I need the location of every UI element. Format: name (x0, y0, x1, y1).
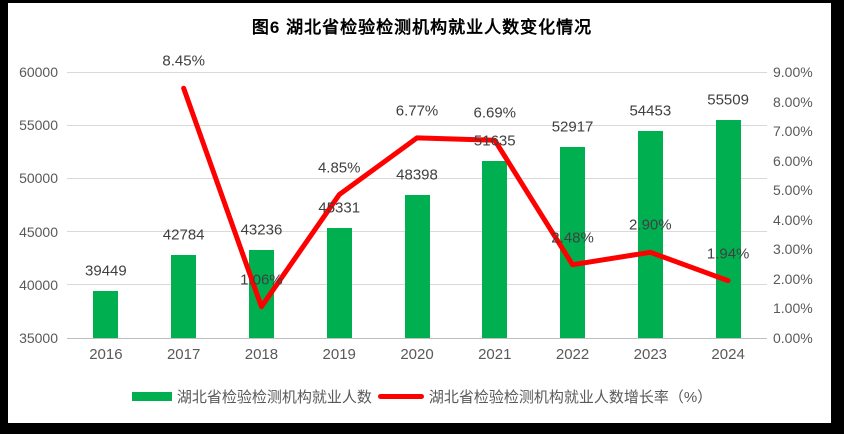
secondary-axis-tick-label: 7.00% (773, 123, 813, 140)
bar-2016 (93, 290, 119, 338)
bar-value-label: 55509 (707, 91, 749, 109)
x-axis-label: 2020 (400, 346, 434, 363)
legend-label-employees: 湖北省检验检测机构就业人数 (176, 389, 372, 406)
bar-2019 (326, 228, 352, 338)
secondary-axis-tick-label: 1.00% (773, 300, 813, 317)
gridline (67, 337, 767, 339)
bar-2024 (715, 119, 741, 338)
x-axis-label: 2018 (244, 346, 279, 363)
secondary-axis-tick-label: 0.00% (773, 330, 813, 346)
x-axis-label: 2017 (166, 346, 201, 363)
bar-value-label: 39449 (85, 262, 127, 280)
bar-value-label: 42784 (162, 226, 205, 244)
x-axis-label: 2019 (322, 346, 356, 363)
secondary-axis-tick-label: 4.00% (773, 211, 813, 228)
y-axis-tick-label: 40000 (19, 276, 58, 293)
growth-rate-label: 8.45% (162, 52, 205, 70)
secondary-axis-tick-label: 9.00% (773, 64, 813, 80)
y-axis-tick-label: 35000 (19, 330, 58, 346)
bar-value-label: 51635 (473, 132, 516, 150)
y-axis-tick-label: 50000 (19, 170, 58, 187)
bar-value-label: 45331 (318, 199, 361, 217)
x-axis-label: 2021 (478, 346, 512, 363)
secondary-axis-tick-label: 3.00% (773, 241, 813, 258)
x-axis-label: 2024 (711, 346, 745, 363)
legend-item-growth-rate: 湖北省检验检测机构就业人数增长率（%） (377, 386, 713, 407)
growth-rate-label: 6.69% (473, 104, 517, 122)
y-axis-tick-label: 45000 (19, 223, 58, 240)
bar-2020 (404, 195, 430, 338)
bar-series-swatch (131, 392, 172, 401)
chart-title: 图6 湖北省检验检测机构就业人数变化情况 (251, 18, 593, 37)
x-axis-label: 2022 (555, 346, 590, 363)
y-axis-tick-label: 55000 (19, 117, 58, 134)
growth-rate-label: 1.94% (706, 245, 750, 263)
growth-rate-label: 4.85% (317, 159, 361, 177)
line-series-swatch (377, 394, 424, 399)
gridline (67, 71, 767, 73)
x-axis-label: 2016 (89, 346, 123, 363)
secondary-axis-tick-label: 6.00% (773, 152, 813, 169)
growth-rate-polyline (181, 85, 731, 310)
legend: 湖北省检验检测机构就业人数 湖北省检验检测机构就业人数增长率（%） (0, 386, 844, 407)
legend-label-growth-rate: 湖北省检验检测机构就业人数增长率（%） (428, 389, 713, 406)
bar-value-label: 48398 (396, 166, 438, 184)
secondary-axis-tick-label: 5.00% (773, 182, 813, 199)
growth-rate-label: 2.48% (551, 229, 594, 247)
bar-2021 (482, 161, 508, 338)
bar-value-label: 43236 (240, 221, 283, 239)
bar-2017 (171, 255, 197, 338)
secondary-axis-tick-label: 2.00% (773, 270, 813, 287)
gridline (67, 124, 767, 126)
bar-2022 (560, 147, 586, 338)
legend-item-employees: 湖北省检验检测机构就业人数 (131, 386, 372, 407)
bar-value-label: 54453 (629, 102, 672, 120)
growth-rate-label: 2.90% (629, 216, 672, 234)
bar-value-label: 52917 (551, 118, 594, 136)
x-axis-label: 2023 (633, 346, 668, 363)
gridline (67, 177, 767, 179)
growth-rate-label: 1.06% (240, 271, 283, 289)
y-axis-tick-label: 60000 (19, 64, 58, 80)
growth-rate-label: 6.77% (395, 102, 439, 120)
bar-2023 (637, 131, 663, 338)
secondary-axis-tick-label: 8.00% (773, 93, 813, 110)
